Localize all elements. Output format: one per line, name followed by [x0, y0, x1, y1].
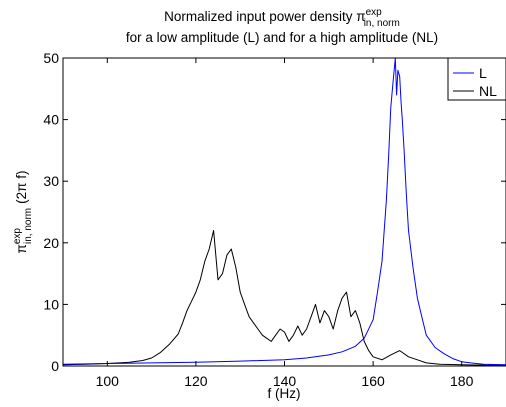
series-line-nl	[62, 230, 506, 366]
y-tick-label: 30	[43, 173, 59, 189]
series-line-l	[62, 57, 506, 366]
chart-title-line-1: Normalized input power density πexp in, n…	[164, 7, 400, 29]
x-tick-label: 160	[361, 373, 385, 389]
x-tick-label: 100	[96, 373, 120, 389]
y-axis-label: πexpin, norm(2π f)	[12, 171, 34, 254]
legend-box	[447, 57, 506, 101]
x-axis-label: f (Hz)	[268, 386, 301, 401]
axis-ticks: 100 120 140 160 180 0 10 20 30 40 50	[43, 50, 506, 389]
legend-label-nl: NL	[479, 83, 497, 99]
plot-lines	[62, 57, 506, 366]
y-tick-label: 40	[43, 112, 59, 128]
x-tick-label: 120	[184, 373, 208, 389]
x-tick-label: 180	[450, 373, 474, 389]
chart-title-line-2: for a low amplitude (L) and for a high a…	[126, 30, 438, 45]
y-tick-label: 10	[43, 296, 59, 312]
legend-label-l: L	[479, 65, 487, 81]
y-tick-label: 20	[43, 235, 59, 251]
y-tick-label: 50	[43, 50, 59, 66]
x-tick-label: 140	[273, 373, 297, 389]
plot-area	[63, 58, 506, 366]
legend: L NL	[447, 57, 506, 101]
y-tick-label: 0	[51, 358, 59, 374]
